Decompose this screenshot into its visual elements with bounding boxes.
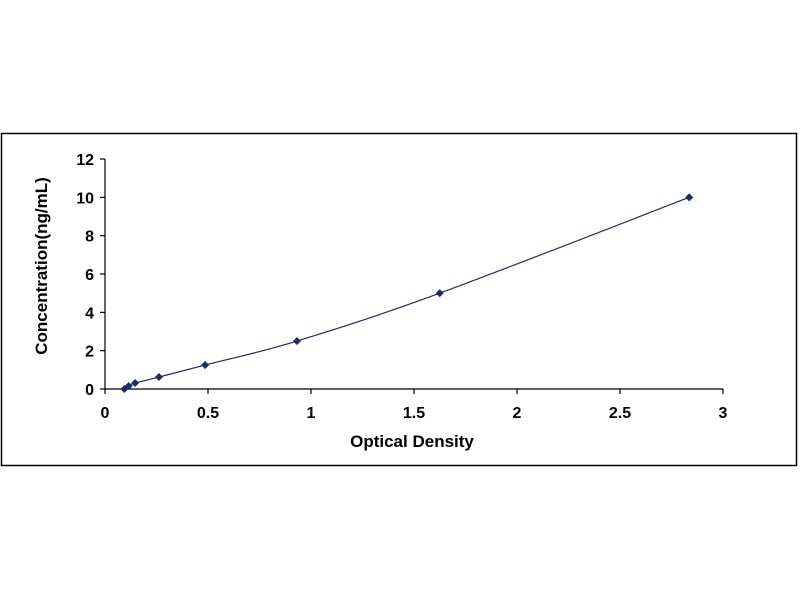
y-tick-label: 8 — [85, 229, 94, 246]
data-point — [201, 361, 210, 370]
x-tick-label: 2.5 — [609, 405, 631, 422]
data-point — [685, 193, 694, 202]
data-point — [292, 337, 302, 346]
y-tick-label: 2 — [85, 344, 94, 361]
y-tick-label: 12 — [76, 152, 94, 169]
y-tick-label: 10 — [76, 190, 94, 207]
data-point — [124, 381, 133, 391]
data-point — [154, 372, 163, 382]
x-tick-label: 0.5 — [197, 405, 219, 422]
x-tick-label: 0 — [101, 405, 110, 422]
y-ticks: 0 2 4 6 8 10 12 — [76, 152, 105, 399]
x-tick-label: 1 — [307, 405, 316, 422]
data-point — [435, 289, 444, 298]
y-axis-title: Concentration(ng/mL) — [32, 177, 51, 355]
data-points — [120, 193, 694, 394]
x-tick-label: 3 — [719, 405, 728, 422]
data-point — [131, 378, 140, 388]
x-tick-label: 1.5 — [403, 405, 425, 422]
y-tick-label: 4 — [85, 305, 94, 322]
x-axis-title: Optical Density — [350, 432, 474, 451]
x-tick-label: 2 — [513, 405, 522, 422]
x-ticks: 0 0.5 1 1.5 2 2.5 3 — [101, 389, 728, 422]
chart-border — [0, 132, 798, 467]
y-tick-label: 0 — [85, 382, 94, 399]
y-tick-label: 6 — [85, 267, 94, 284]
